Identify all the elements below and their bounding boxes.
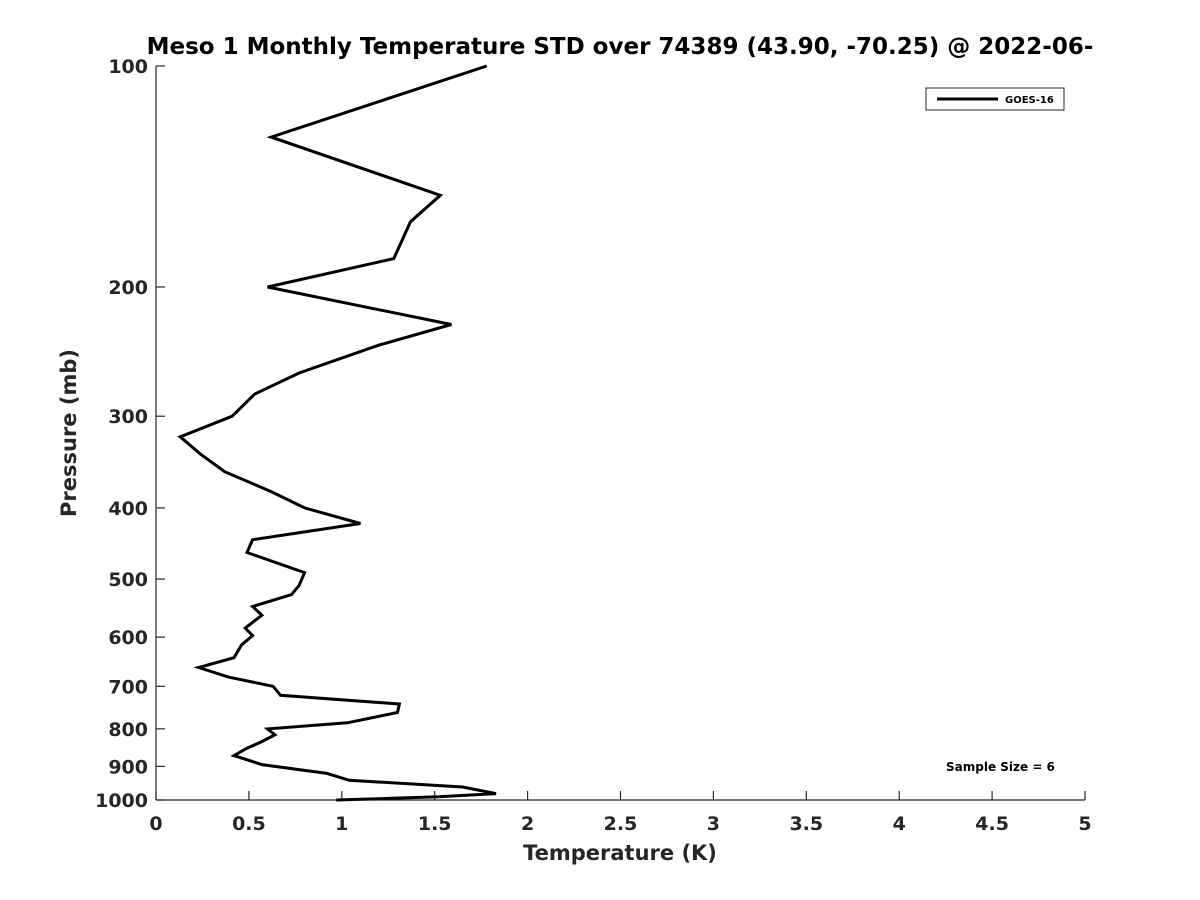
y-tick-label: 400 <box>108 498 148 520</box>
y-tick-label: 900 <box>108 756 148 778</box>
x-tick-label: 0.5 <box>232 813 266 835</box>
x-tick-label: 2.5 <box>604 813 638 835</box>
chart-title: Meso 1 Monthly Temperature STD over 7438… <box>147 34 1094 60</box>
series-layer <box>177 64 497 802</box>
x-tick-label: 3.5 <box>789 813 823 835</box>
x-tick-label: 1.5 <box>418 813 452 835</box>
y-axis-label: Pressure (mb) <box>57 349 81 517</box>
sample-size-annotation: Sample Size = 6 <box>946 760 1055 774</box>
x-tick-label: 4 <box>893 813 906 835</box>
y-tick-label: 700 <box>108 676 148 698</box>
y-tick-label: 200 <box>108 277 148 299</box>
x-tick-label: 4.5 <box>975 813 1009 835</box>
x-tick-label: 5 <box>1078 813 1091 835</box>
x-tick-label: 1 <box>335 813 348 835</box>
y-tick-label: 1000 <box>95 790 148 812</box>
y-tick-label: 100 <box>108 56 148 78</box>
series-line-goes-16 <box>177 64 497 802</box>
legend: GOES-16 <box>925 87 1065 111</box>
y-ticks: 100 200 300 400 500 600 700 800 900 1000 <box>95 56 165 812</box>
y-tick-label: 600 <box>108 627 148 649</box>
x-tick-label: 2 <box>521 813 534 835</box>
y-tick-label: 500 <box>108 569 148 591</box>
x-tick-label: 3 <box>707 813 720 835</box>
legend-label-goes-16: GOES-16 <box>1005 95 1054 106</box>
x-ticks: 0 0.5 1 1.5 2 2.5 3 3.5 4 4.5 5 <box>149 791 1092 835</box>
x-tick-label: 0 <box>149 813 162 835</box>
y-tick-label: 800 <box>108 719 148 741</box>
x-axis-label: Temperature (K) <box>523 841 717 865</box>
y-tick-label: 300 <box>108 406 148 428</box>
